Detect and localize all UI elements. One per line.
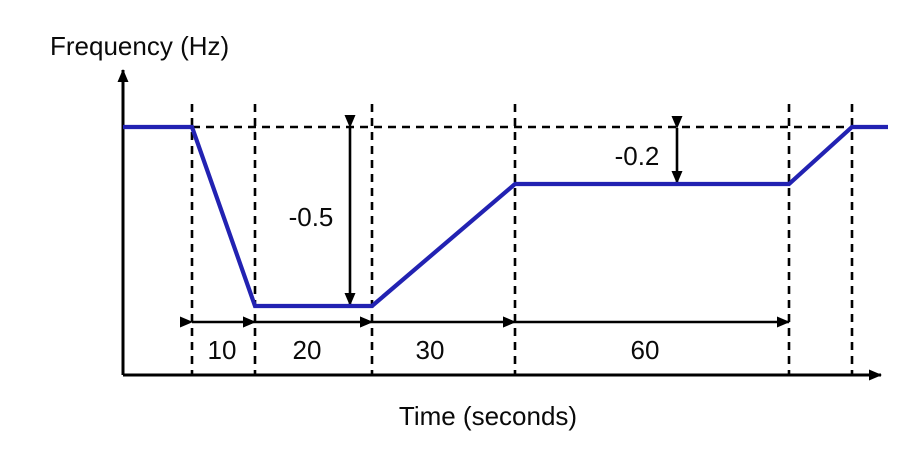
y-axis-title: Frequency (Hz) <box>50 31 230 61</box>
frequency-curve <box>123 124 888 309</box>
interval-label-30: 30 <box>415 335 445 365</box>
deviation-label-0-2: -0.2 <box>614 141 660 171</box>
interval-label-20: 20 <box>292 335 322 365</box>
deviation-label-0-5: -0.5 <box>288 202 334 232</box>
x-axis-title: Time (seconds) <box>398 401 578 431</box>
interval-label-10: 10 <box>207 335 237 365</box>
interval-label-60: 60 <box>630 335 660 365</box>
